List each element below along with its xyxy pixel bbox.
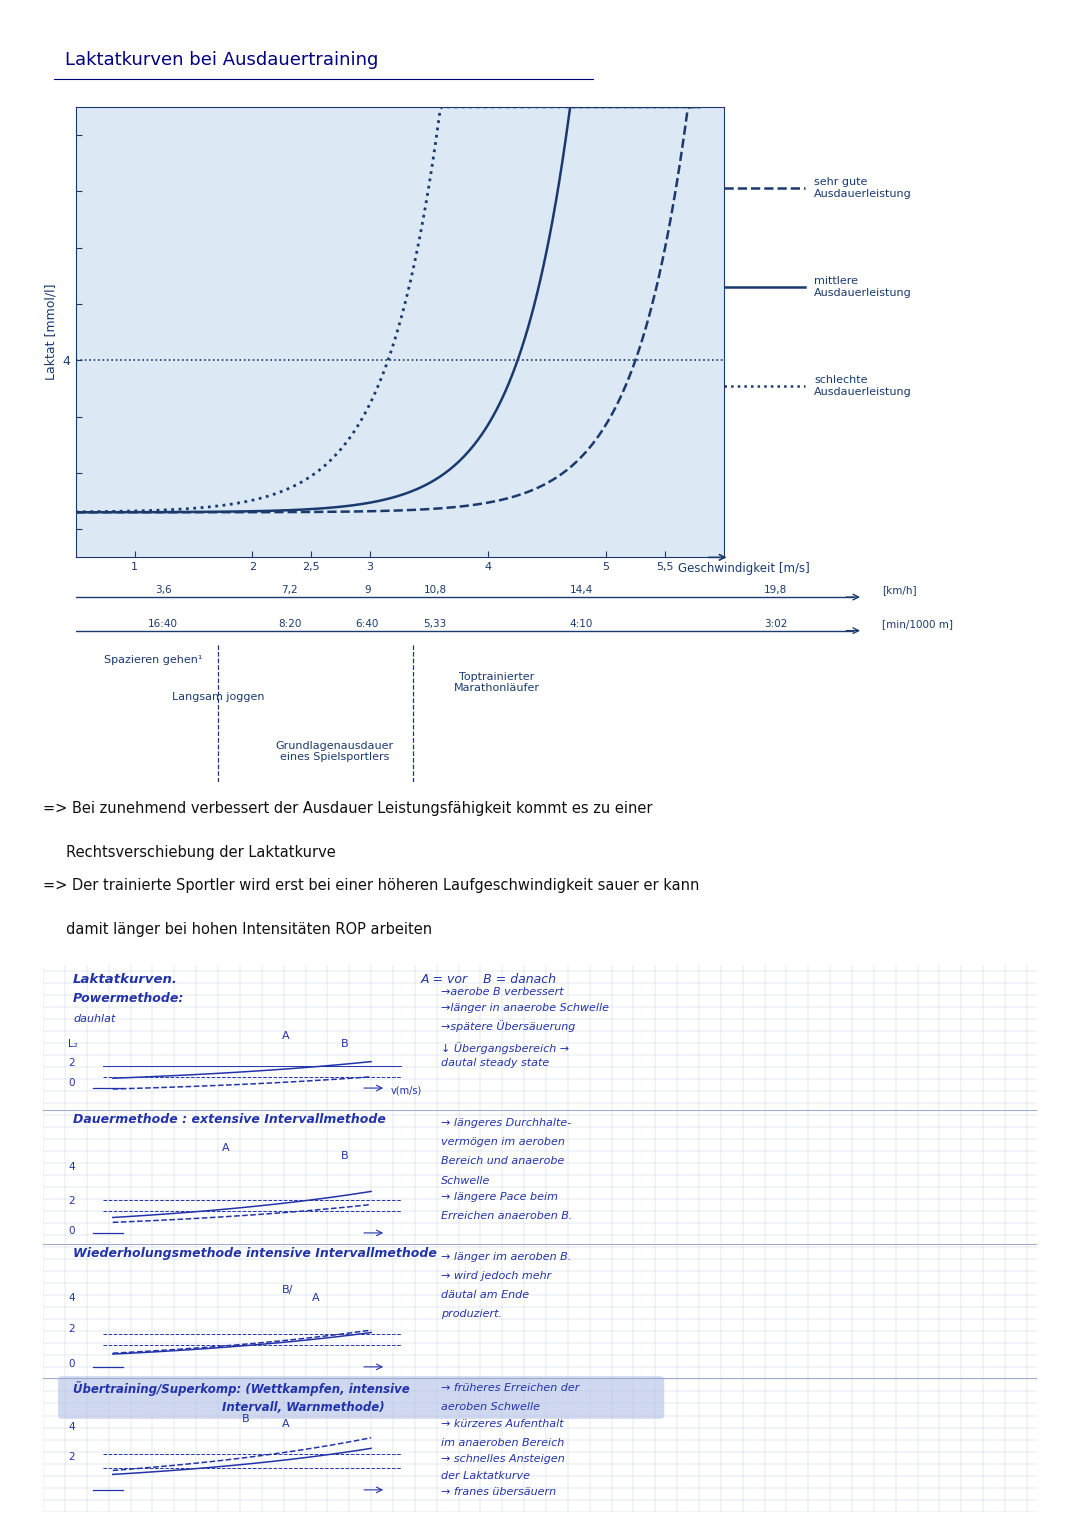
Text: Wiederholungsmethode intensive Intervallmethode: Wiederholungsmethode intensive Intervall… bbox=[73, 1246, 437, 1260]
Text: 2: 2 bbox=[68, 1058, 75, 1069]
Text: 6:40: 6:40 bbox=[355, 618, 379, 629]
Text: B: B bbox=[341, 1151, 349, 1161]
Text: → länger im aeroben B.: → länger im aeroben B. bbox=[441, 1252, 571, 1261]
Text: Grundlagenausdauer
eines Spielsportlers: Grundlagenausdauer eines Spielsportlers bbox=[275, 741, 394, 762]
Text: v(m/s): v(m/s) bbox=[391, 1086, 422, 1095]
Text: Schwelle: Schwelle bbox=[441, 1176, 490, 1185]
Text: damit länger bei hohen Intensitäten ROP arbeiten: damit länger bei hohen Intensitäten ROP … bbox=[43, 922, 432, 936]
Text: mittlere
Ausdauerleistung: mittlere Ausdauerleistung bbox=[814, 276, 913, 298]
Text: Übertraining/Superkomp: (Wettkampfen, intensive: Übertraining/Superkomp: (Wettkampfen, in… bbox=[73, 1380, 409, 1396]
Text: => Der trainierte Sportler wird erst bei einer höheren Laufgeschwindigkeit sauer: => Der trainierte Sportler wird erst bei… bbox=[43, 878, 700, 893]
Text: => Bei zunehmend verbessert der Ausdauer Leistungsfähigkeit kommt es zu einer: => Bei zunehmend verbessert der Ausdauer… bbox=[43, 802, 652, 817]
Text: 2: 2 bbox=[68, 1324, 75, 1335]
Text: 2: 2 bbox=[68, 1452, 75, 1461]
Text: 4: 4 bbox=[68, 1422, 75, 1432]
Text: Laktatkurven.: Laktatkurven. bbox=[73, 973, 178, 986]
Text: Erreichen anaeroben B.: Erreichen anaeroben B. bbox=[441, 1211, 572, 1222]
Text: 9: 9 bbox=[364, 585, 370, 596]
Text: A = vor    B = danach: A = vor B = danach bbox=[421, 973, 557, 986]
Text: däutal am Ende: däutal am Ende bbox=[441, 1290, 529, 1301]
Text: 3,6: 3,6 bbox=[154, 585, 172, 596]
Text: → franes übersäuern: → franes übersäuern bbox=[441, 1487, 556, 1496]
Text: B: B bbox=[341, 1038, 349, 1049]
Text: → früheres Erreichen der: → früheres Erreichen der bbox=[441, 1383, 579, 1393]
Text: → längere Pace beim: → längere Pace beim bbox=[441, 1193, 557, 1202]
Text: Spazieren gehen¹: Spazieren gehen¹ bbox=[104, 655, 203, 666]
Text: 2: 2 bbox=[68, 1196, 75, 1206]
Text: → schnelles Ansteigen: → schnelles Ansteigen bbox=[441, 1454, 565, 1464]
Text: 0: 0 bbox=[68, 1078, 75, 1089]
Text: dauhlat: dauhlat bbox=[73, 1014, 116, 1025]
Text: 16:40: 16:40 bbox=[148, 618, 178, 629]
Text: Laktatkurven bei Ausdauertraining: Laktatkurven bei Ausdauertraining bbox=[65, 50, 378, 69]
Text: Powermethode:: Powermethode: bbox=[73, 993, 185, 1005]
Text: Intervall, Warnmethode): Intervall, Warnmethode) bbox=[222, 1402, 384, 1414]
Text: schlechte
Ausdauerleistung: schlechte Ausdauerleistung bbox=[814, 376, 913, 397]
Text: 5,33: 5,33 bbox=[423, 618, 447, 629]
Text: sehr gute
Ausdauerleistung: sehr gute Ausdauerleistung bbox=[814, 177, 913, 199]
Text: vermögen im aeroben: vermögen im aeroben bbox=[441, 1138, 565, 1147]
Text: 0: 0 bbox=[68, 1226, 75, 1235]
Text: → kürzeres Aufenthalt: → kürzeres Aufenthalt bbox=[441, 1419, 564, 1429]
Text: [km/h]: [km/h] bbox=[882, 585, 917, 596]
Text: 7,2: 7,2 bbox=[281, 585, 298, 596]
Text: Langsam joggen: Langsam joggen bbox=[172, 693, 265, 702]
Text: B/: B/ bbox=[282, 1286, 293, 1295]
Text: im anaeroben Bereich: im anaeroben Bereich bbox=[441, 1438, 564, 1448]
Text: 14,4: 14,4 bbox=[569, 585, 593, 596]
Text: → wird jedoch mehr: → wird jedoch mehr bbox=[441, 1270, 551, 1281]
Text: →länger in anaerobe Schwelle: →länger in anaerobe Schwelle bbox=[441, 1003, 609, 1014]
Text: produziert.: produziert. bbox=[441, 1310, 501, 1319]
Text: →spätere Übersäuerung: →spätere Übersäuerung bbox=[441, 1020, 575, 1032]
Text: der Laktatkurve: der Laktatkurve bbox=[441, 1471, 529, 1481]
FancyBboxPatch shape bbox=[58, 1376, 664, 1419]
Text: A: A bbox=[222, 1142, 230, 1153]
Text: 3:02: 3:02 bbox=[764, 618, 787, 629]
Text: 4:10: 4:10 bbox=[569, 618, 593, 629]
Text: Geschwindigkeit [m/s]: Geschwindigkeit [m/s] bbox=[678, 562, 810, 574]
Text: 19,8: 19,8 bbox=[764, 585, 787, 596]
Text: 8:20: 8:20 bbox=[278, 618, 301, 629]
Text: B: B bbox=[242, 1414, 249, 1423]
Text: ↓ Übergangsbereich →: ↓ Übergangsbereich → bbox=[441, 1041, 569, 1054]
Text: →aerobe B verbessert: →aerobe B verbessert bbox=[441, 986, 564, 997]
Text: A: A bbox=[282, 1031, 289, 1041]
Text: Dauermethode : extensive Intervallmethode: Dauermethode : extensive Intervallmethod… bbox=[73, 1113, 386, 1125]
Text: Toptrainierter
Marathonläufer: Toptrainierter Marathonläufer bbox=[454, 672, 540, 693]
Y-axis label: Laktat [mmol/l]: Laktat [mmol/l] bbox=[44, 284, 57, 380]
Text: aeroben Schwelle: aeroben Schwelle bbox=[441, 1402, 540, 1412]
Text: Rechtsverschiebung der Laktatkurve: Rechtsverschiebung der Laktatkurve bbox=[43, 844, 336, 860]
Text: Bereich und anaerobe: Bereich und anaerobe bbox=[441, 1156, 564, 1167]
Text: 4: 4 bbox=[68, 1293, 75, 1303]
Text: 0: 0 bbox=[68, 1359, 75, 1368]
Text: A: A bbox=[311, 1293, 319, 1303]
Text: L₂: L₂ bbox=[68, 1038, 78, 1049]
Text: → längeres Durchhalte-: → längeres Durchhalte- bbox=[441, 1118, 571, 1128]
Text: dautal steady state: dautal steady state bbox=[441, 1058, 549, 1067]
Text: A: A bbox=[282, 1419, 289, 1429]
Text: 10,8: 10,8 bbox=[423, 585, 447, 596]
Text: [min/1000 m]: [min/1000 m] bbox=[882, 618, 954, 629]
Text: 4: 4 bbox=[68, 1162, 75, 1173]
